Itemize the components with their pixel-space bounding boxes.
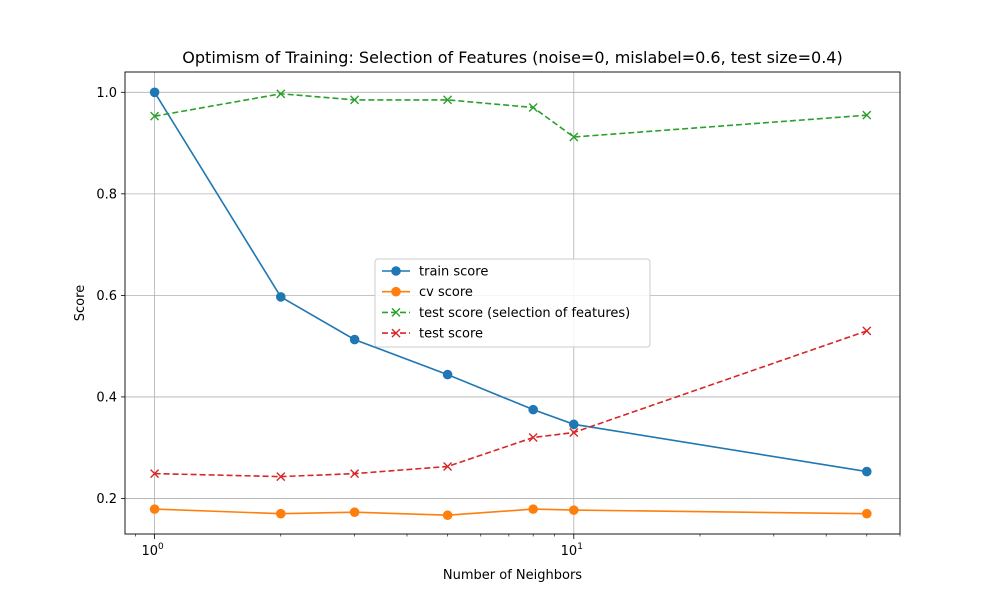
data-point: [569, 427, 579, 437]
data-point: [442, 369, 453, 380]
data-point: [443, 95, 453, 105]
legend-item: cv score: [382, 285, 473, 300]
y-tick-label: 0.6: [96, 289, 117, 304]
data-point: [150, 469, 160, 479]
data-point: [391, 266, 401, 276]
data-point: [149, 87, 160, 98]
data-point: [528, 433, 538, 443]
data-point: [528, 404, 538, 415]
series-line: [154, 508, 867, 517]
data-point: [350, 95, 360, 105]
data-point: [150, 111, 160, 121]
data-point: [275, 508, 286, 519]
data-point: [349, 507, 360, 517]
series-layer: [149, 87, 872, 521]
data-point: [276, 472, 286, 482]
legend-box: [374, 258, 651, 348]
data-point: [350, 469, 360, 479]
legend: train score cv score test score (selection…: [374, 258, 651, 348]
plot-frame: [124, 71, 901, 535]
data-point: [862, 466, 872, 477]
data-point: [442, 510, 453, 521]
data-point: [568, 505, 579, 515]
legend-label: cv score: [419, 285, 473, 300]
data-point: [275, 292, 286, 302]
data-point: [862, 508, 872, 519]
series-3: [150, 326, 872, 482]
y-tick-label: 1.0: [96, 86, 117, 101]
x-tick-label: 100: [141, 542, 164, 559]
data-point: [349, 334, 360, 345]
data-point: [276, 89, 286, 99]
legend-label: test score (selection of features): [419, 306, 630, 321]
data-point: [528, 504, 538, 514]
data-point: [391, 307, 401, 317]
data-point: [391, 328, 401, 338]
y-tick-label: 0.8: [96, 187, 117, 202]
x-axis-label: Number of Neighbors: [443, 568, 582, 583]
legend-label: train score: [419, 265, 488, 280]
data-point: [569, 132, 579, 142]
y-tick-label: 0.2: [96, 492, 117, 507]
y-tick-label: 0.4: [96, 390, 117, 405]
y-axis-label: Score: [73, 285, 88, 321]
legend-label: test score: [419, 327, 483, 342]
series-1: [149, 504, 872, 521]
series-line: [154, 92, 867, 138]
data-point: [391, 286, 401, 297]
data-point: [528, 103, 538, 113]
series-0: [149, 87, 872, 477]
data-point: [443, 461, 453, 471]
data-point: [862, 326, 872, 336]
data-point: [568, 419, 579, 430]
data-point: [149, 504, 160, 514]
x-tick-label: 101: [561, 542, 583, 559]
legend-item: train score: [382, 265, 488, 280]
chart-title: Optimism of Training: Selection of Featu…: [182, 48, 842, 67]
legend-item: test score: [382, 327, 483, 342]
data-point: [862, 110, 872, 120]
series-2: [150, 89, 872, 142]
legend-item: test score (selection of features): [382, 306, 630, 321]
